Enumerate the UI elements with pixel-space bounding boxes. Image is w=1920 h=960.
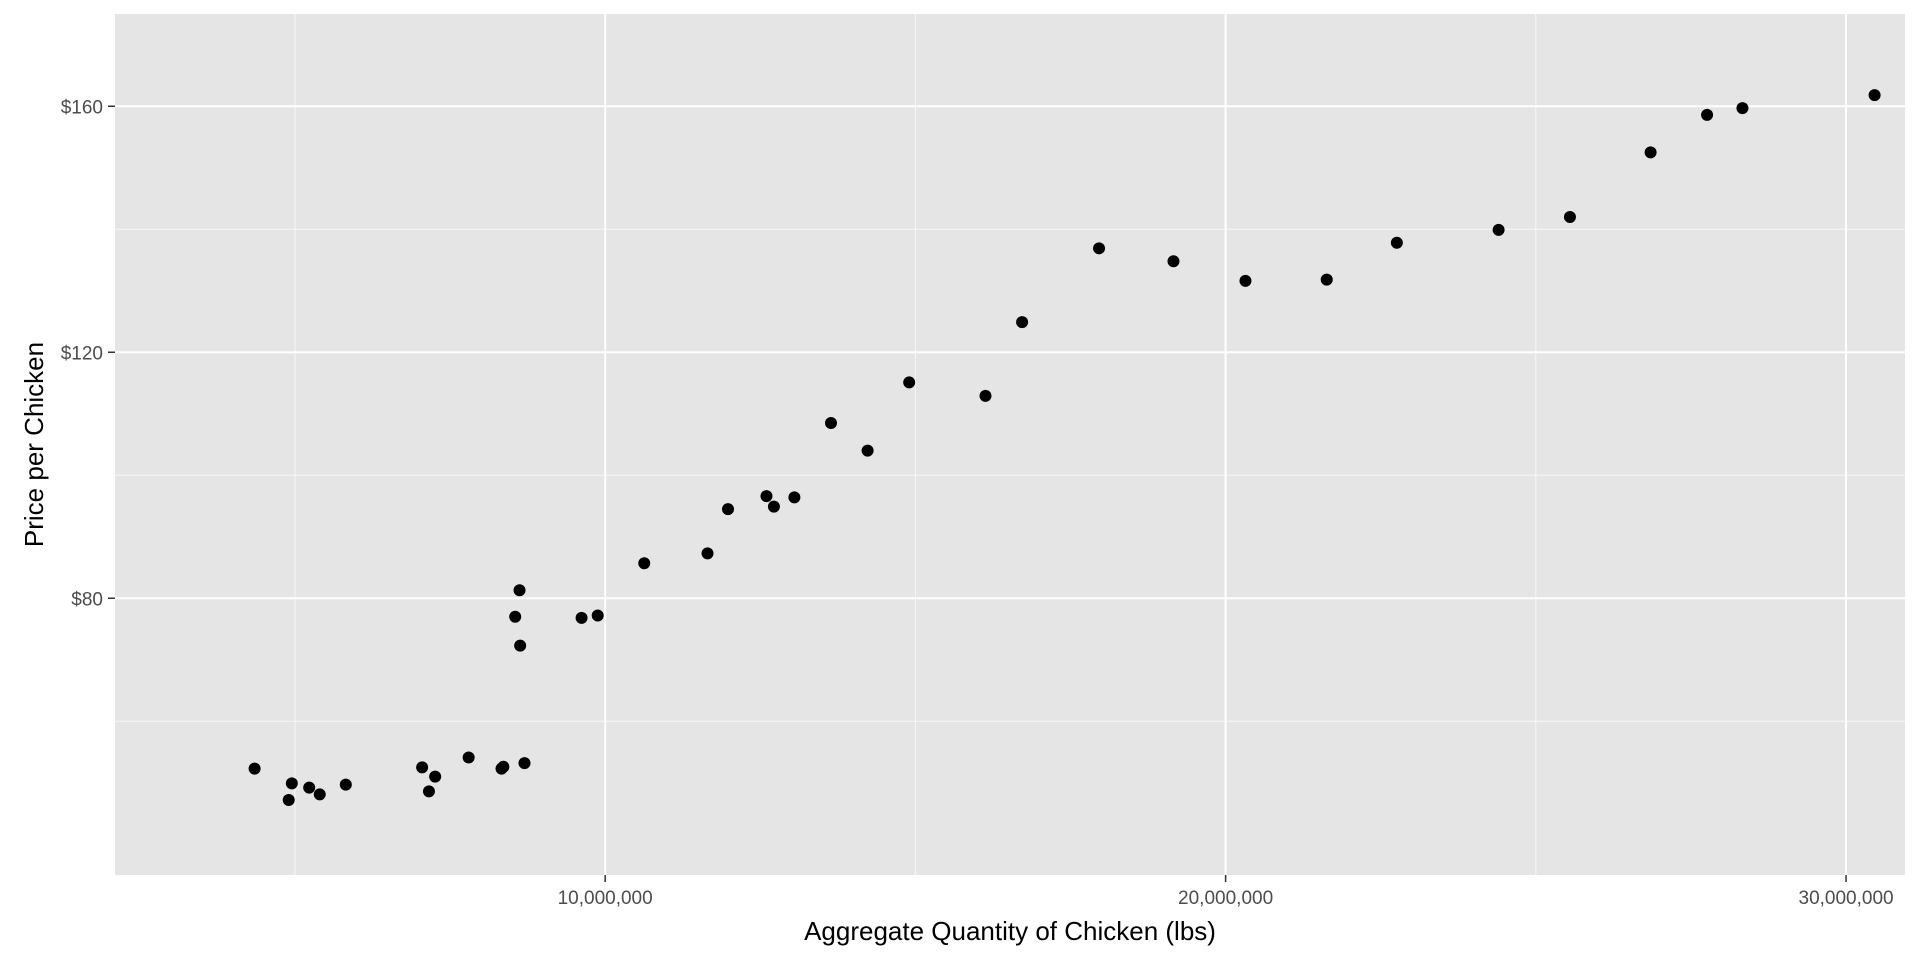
data-point [429,770,442,783]
y-tick-label: $160 [61,97,103,118]
major-gridlines [115,14,1905,875]
data-points [248,89,1881,806]
data-point [760,490,773,503]
data-point [248,762,261,775]
minor-gridlines [115,14,1905,875]
x-axis-ticks: 10,000,000 20,000,000 30,000,000 [558,875,1894,909]
data-point [825,416,837,429]
data-point [285,777,298,790]
data-point [1320,273,1333,286]
data-point [591,609,604,622]
data-point [1492,223,1505,236]
x-tick-label: 30,000,000 [1799,888,1894,909]
data-point [1167,255,1180,268]
data-point [788,491,801,504]
data-point [638,557,651,570]
x-tick-label: 10,000,000 [558,888,653,909]
data-point [1016,316,1029,329]
data-point [339,778,352,791]
y-tick-label: $80 [71,589,103,610]
data-point [1868,89,1881,102]
y-axis-ticks: $80 $120 $160 [61,97,115,610]
x-tick-label: 20,000,000 [1178,888,1273,909]
data-point [509,610,522,623]
data-point [518,757,531,770]
x-axis-title: Aggregate Quantity of Chicken (lbs) [804,916,1216,946]
data-point [497,760,510,773]
data-point [701,547,714,560]
data-point [903,376,916,389]
data-point [1644,146,1657,159]
data-point [575,611,588,624]
plot-panel [115,14,1905,875]
data-point [1736,102,1749,115]
data-point [422,785,435,798]
data-point [1093,242,1106,255]
data-point [979,389,992,402]
data-point [514,639,527,652]
data-point [767,500,780,513]
data-point [513,584,526,597]
data-point [861,444,874,457]
y-axis-title: Price per Chicken [19,342,49,547]
data-point [416,761,429,774]
y-tick-label: $120 [61,343,103,364]
data-point [1701,108,1714,121]
data-point [462,751,475,764]
data-point [722,503,735,516]
data-point [313,788,326,801]
data-point [282,793,295,806]
data-point [1563,210,1576,223]
data-point [1390,236,1403,249]
data-point [303,781,316,794]
data-point [1239,274,1252,287]
